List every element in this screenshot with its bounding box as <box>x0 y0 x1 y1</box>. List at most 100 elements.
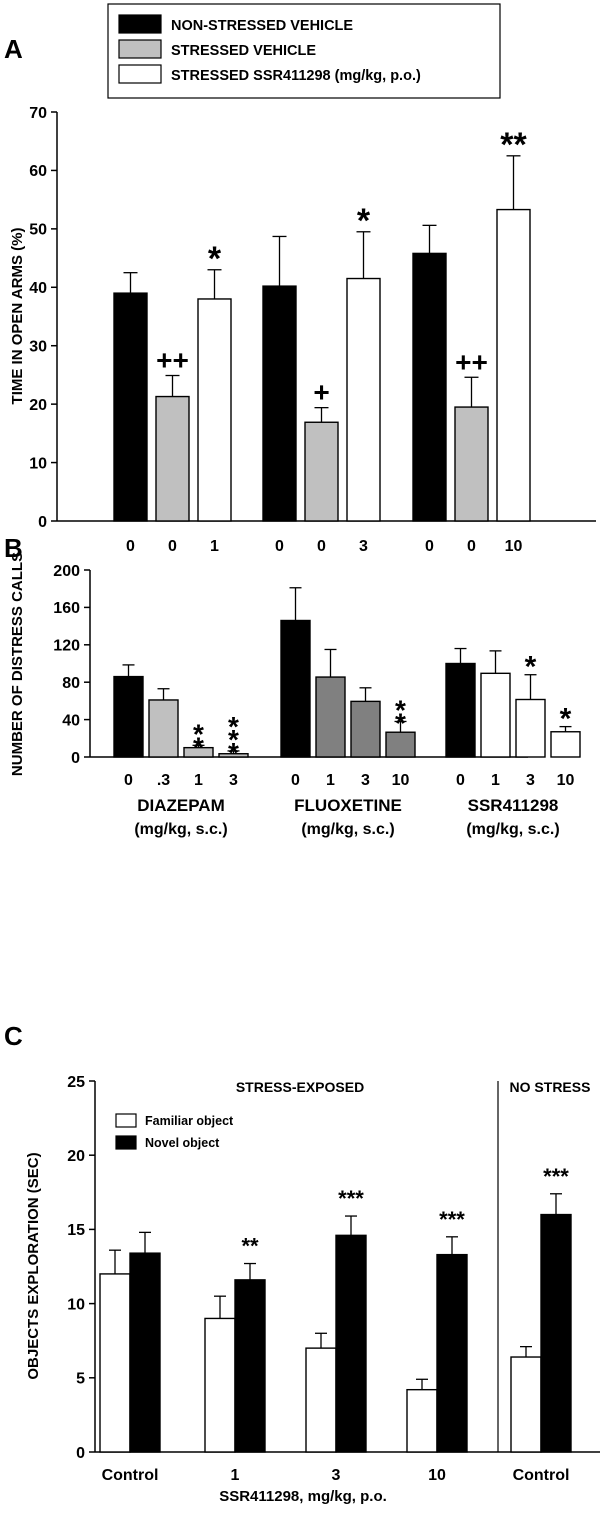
y-tick-label: 15 <box>67 1222 85 1239</box>
group-unit-label: (mg/kg, s.c.) <box>134 821 227 838</box>
x-tick-label: 1 <box>326 772 335 789</box>
bar <box>412 252 447 522</box>
bar <box>113 675 144 758</box>
legend-box <box>107 3 501 99</box>
bar <box>445 662 476 758</box>
x-tick-label: .3 <box>157 772 170 789</box>
y-axis-ticks: 0 10 20 30 40 50 60 70 <box>29 105 57 531</box>
bar <box>515 698 546 758</box>
legend-label-non-stressed-vehicle: NON-STRESSED VEHICLE <box>171 18 353 34</box>
y-tick-label: 40 <box>29 280 47 297</box>
y-axis-ticks: 0 5 10 15 20 25 <box>67 1074 95 1462</box>
x-tick-label: 10 <box>557 772 575 789</box>
x-tick-label: Control <box>513 1467 570 1484</box>
bar-novel-object <box>540 1213 572 1453</box>
legend-swatch-novel-object <box>115 1135 137 1150</box>
significance-marker: * <box>525 651 537 684</box>
bars: Control ** 1 *** 3 *** 10 *** Control <box>99 1164 572 1484</box>
y-tick-label: 60 <box>29 163 47 180</box>
legend-swatch-stressed-ssr411298 <box>118 64 162 84</box>
bar <box>346 277 381 522</box>
x-tick-label: 10 <box>505 538 523 555</box>
bar-novel-object <box>436 1253 468 1453</box>
significance-marker: ++ <box>156 345 189 376</box>
y-tick-label: 0 <box>76 1445 85 1462</box>
y-tick-label: 40 <box>62 712 80 729</box>
y-tick-label: 20 <box>67 1148 85 1165</box>
y-tick-label: 25 <box>67 1074 85 1091</box>
legend-swatch-familiar-object <box>115 1113 137 1128</box>
bar <box>550 731 581 758</box>
significance-marker: * <box>395 707 406 738</box>
bar <box>183 746 214 758</box>
significance-marker: * <box>208 240 222 278</box>
significance-marker: * <box>193 718 204 749</box>
bar <box>262 285 297 522</box>
bar <box>350 700 381 758</box>
significance-marker: *** <box>543 1164 569 1189</box>
y-tick-label: 70 <box>29 105 47 122</box>
legend-label-stressed-vehicle: STRESSED VEHICLE <box>171 43 316 59</box>
significance-marker: *** <box>338 1186 364 1211</box>
bar-familiar-object <box>305 1347 337 1453</box>
panel-b-chart: NUMBER OF DISTRESS CALLS 04080120160200 … <box>9 552 581 838</box>
bars: 0 0 ++ 1 * 0 0 +3 * 0 0 ++ 10 ** <box>113 126 531 555</box>
x-tick-label: 0 <box>124 772 133 789</box>
x-tick-label: 0 <box>467 538 476 555</box>
bar <box>304 421 339 522</box>
group-labels: DIAZEPAM (mg/kg, s.c.) FLUOXETINE (mg/kg, s… <box>134 796 559 838</box>
significance-marker: *** <box>439 1207 465 1232</box>
panel-c-chart: OBJECTS EXPLORATION (SEC) SSR411298, mg/… <box>25 1074 600 1505</box>
x-tick-label: 1 <box>231 1467 240 1484</box>
x-tick-label: 3 <box>229 772 238 789</box>
significance-marker: ++ <box>455 346 488 377</box>
section-label-stress-exposed: STRESS-EXPOSED <box>236 1079 364 1095</box>
x-tick-label: 0 <box>126 538 135 555</box>
group-unit-label: (mg/kg, s.c.) <box>466 821 559 838</box>
x-tick-label: 1 <box>210 538 219 555</box>
bar <box>113 292 148 522</box>
bar <box>315 676 346 758</box>
significance-marker: * <box>228 711 239 742</box>
significance-marker: * <box>395 694 406 725</box>
legend-label-familiar-object: Familiar object <box>145 1114 234 1128</box>
bar <box>197 298 232 522</box>
bar <box>155 395 190 522</box>
y-axis-ticks: 0 40 80 120 160 200 <box>53 563 90 767</box>
bar <box>496 208 531 522</box>
x-tick-label: 3 <box>526 772 535 789</box>
y-tick-label: 10 <box>29 455 47 472</box>
y-tick-label: 80 <box>62 675 80 692</box>
legend-swatch-stressed-vehicle <box>118 39 162 59</box>
significance-marker: * <box>357 202 371 240</box>
x-tick-label: 0 <box>425 538 434 555</box>
significance-marker: * <box>228 724 239 755</box>
y-tick-label: 10 <box>67 1296 85 1313</box>
y-tick-label: 5 <box>76 1371 85 1388</box>
x-tick-label: 0 <box>275 538 284 555</box>
y-tick-label: 0 <box>38 514 47 531</box>
y-tick-label: 30 <box>29 338 47 355</box>
x-tick-label: 0 <box>456 772 465 789</box>
x-tick-label: 3 <box>332 1467 341 1484</box>
bar-novel-object <box>335 1234 367 1453</box>
y-tick-label: 200 <box>53 563 80 580</box>
legend-label-stressed-ssr411298: STRESSED SSR411298 (mg/kg, p.o.) <box>171 68 421 84</box>
significance-marker: * <box>193 731 204 762</box>
significance-marker: * <box>228 737 239 768</box>
y-axis-title: TIME IN OPEN ARMS (%) <box>9 228 26 405</box>
bar-familiar-object <box>510 1356 542 1453</box>
significance-marker: ** <box>241 1234 259 1259</box>
bar-novel-object <box>234 1279 266 1453</box>
legend-label-novel-object: Novel object <box>145 1136 220 1150</box>
x-tick-label: 3 <box>359 538 368 555</box>
y-tick-label: 50 <box>29 222 47 239</box>
bar <box>480 672 511 758</box>
y-tick-label: 120 <box>53 638 80 655</box>
group-unit-label: (mg/kg, s.c.) <box>301 821 394 838</box>
bar-familiar-object <box>99 1273 131 1453</box>
x-tick-label: 1 <box>491 772 500 789</box>
bar <box>218 753 249 758</box>
